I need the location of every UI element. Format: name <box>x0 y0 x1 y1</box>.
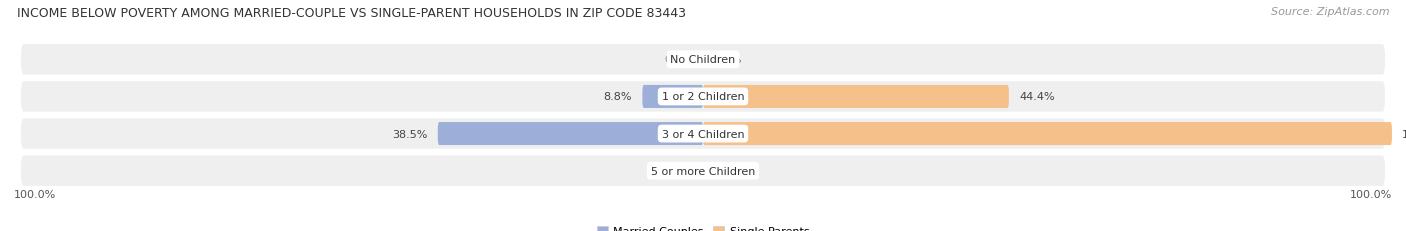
FancyBboxPatch shape <box>643 85 703 109</box>
Legend: Married Couples, Single Parents: Married Couples, Single Parents <box>596 225 810 231</box>
Text: 5 or more Children: 5 or more Children <box>651 166 755 176</box>
Text: 8.8%: 8.8% <box>603 92 633 102</box>
Text: 3 or 4 Children: 3 or 4 Children <box>662 129 744 139</box>
Text: INCOME BELOW POVERTY AMONG MARRIED-COUPLE VS SINGLE-PARENT HOUSEHOLDS IN ZIP COD: INCOME BELOW POVERTY AMONG MARRIED-COUPL… <box>17 7 686 20</box>
Text: 0.0%: 0.0% <box>713 55 741 65</box>
FancyBboxPatch shape <box>703 122 1392 146</box>
Text: 0.0%: 0.0% <box>665 55 693 65</box>
FancyBboxPatch shape <box>21 45 1385 75</box>
FancyBboxPatch shape <box>437 122 703 146</box>
Text: 100.0%: 100.0% <box>14 189 56 199</box>
Text: 0.0%: 0.0% <box>665 166 693 176</box>
FancyBboxPatch shape <box>21 156 1385 186</box>
Text: 100.0%: 100.0% <box>1402 129 1406 139</box>
FancyBboxPatch shape <box>21 82 1385 112</box>
FancyBboxPatch shape <box>703 85 1010 109</box>
Text: 44.4%: 44.4% <box>1019 92 1054 102</box>
Text: No Children: No Children <box>671 55 735 65</box>
Text: 1 or 2 Children: 1 or 2 Children <box>662 92 744 102</box>
FancyBboxPatch shape <box>21 119 1385 149</box>
Text: Source: ZipAtlas.com: Source: ZipAtlas.com <box>1271 7 1389 17</box>
Text: 38.5%: 38.5% <box>392 129 427 139</box>
Text: 0.0%: 0.0% <box>713 166 741 176</box>
Text: 100.0%: 100.0% <box>1350 189 1392 199</box>
